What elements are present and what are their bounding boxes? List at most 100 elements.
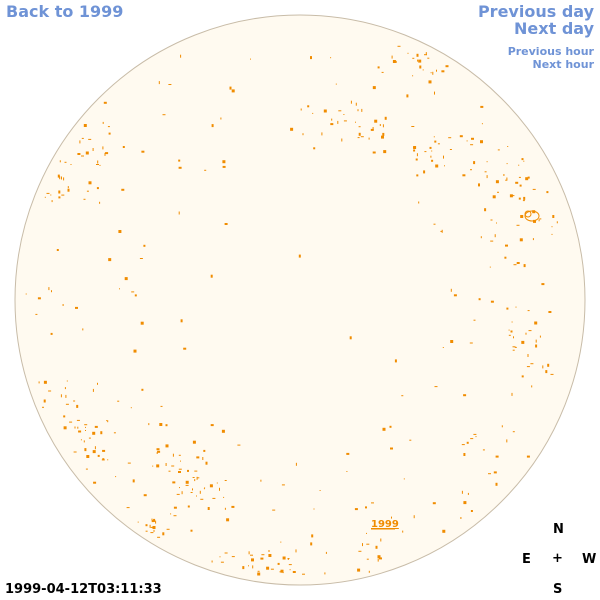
- feature-mark: [321, 132, 323, 136]
- feature-mark: [379, 557, 382, 560]
- feature-mark: [497, 149, 500, 151]
- feature-mark: [137, 521, 139, 523]
- feature-mark: [178, 471, 181, 473]
- feature-mark: [486, 161, 488, 163]
- feature-mark: [413, 515, 415, 519]
- feature-mark: [199, 490, 201, 494]
- feature-mark: [361, 108, 363, 112]
- feature-mark: [170, 513, 172, 515]
- feature-mark: [131, 291, 135, 293]
- feature-mark: [377, 558, 379, 562]
- feature-mark: [513, 264, 517, 266]
- feature-mark: [145, 524, 148, 527]
- previous-day-link[interactable]: Previous day: [477, 2, 594, 21]
- feature-mark: [46, 192, 50, 194]
- feature-mark: [60, 394, 62, 398]
- feature-mark: [156, 448, 160, 451]
- feature-mark: [302, 573, 305, 575]
- feature-mark: [75, 306, 78, 309]
- feature-layer: [25, 45, 558, 576]
- feature-mark: [409, 439, 412, 441]
- feature-mark: [290, 127, 294, 131]
- feature-mark: [212, 497, 216, 499]
- feature-mark: [531, 385, 533, 388]
- feature-mark: [357, 109, 359, 112]
- previous-hour-link[interactable]: Previous hour: [507, 45, 594, 58]
- feature-mark: [534, 321, 538, 325]
- feature-mark: [168, 470, 171, 472]
- feature-mark: [298, 254, 301, 258]
- year-label-link[interactable]: 1999: [371, 519, 399, 530]
- feature-mark: [433, 223, 436, 225]
- feature-contour: [524, 210, 532, 218]
- feature-mark: [248, 551, 250, 555]
- feature-mark: [350, 100, 352, 104]
- feature-mark: [460, 517, 462, 519]
- next-day-link[interactable]: Next day: [514, 19, 594, 38]
- feature-mark: [325, 551, 327, 554]
- feature-mark: [375, 545, 378, 549]
- feature-mark: [481, 123, 483, 125]
- feature-mark: [102, 449, 106, 452]
- feature-mark: [527, 176, 530, 179]
- feature-mark: [383, 150, 387, 154]
- feature-mark: [548, 311, 552, 313]
- feature-mark: [518, 164, 520, 166]
- next-hour-link[interactable]: Next hour: [532, 58, 595, 71]
- feature-mark: [237, 444, 241, 446]
- feature-contour: [524, 210, 540, 222]
- feature-mark: [178, 211, 180, 215]
- feature-mark: [172, 481, 176, 484]
- feature-mark: [222, 165, 226, 168]
- feature-mark: [525, 332, 527, 335]
- feature-mark: [172, 453, 174, 457]
- feature-mark: [38, 381, 40, 384]
- feature-mark: [412, 75, 414, 77]
- feature-mark: [35, 313, 38, 315]
- feature-mark: [523, 196, 526, 200]
- feature-mark: [207, 507, 210, 510]
- feature-mark: [424, 54, 427, 56]
- feature-mark: [145, 530, 148, 532]
- feature-mark: [532, 188, 536, 190]
- feature-mark: [546, 191, 549, 194]
- feature-mark: [97, 382, 98, 385]
- feature-mark: [512, 349, 515, 351]
- feature-mark: [349, 336, 352, 340]
- feature-mark: [51, 200, 53, 203]
- feature-mark: [73, 400, 76, 402]
- feature-mark: [418, 201, 420, 204]
- feature-mark: [551, 233, 553, 235]
- feature-mark: [448, 137, 452, 139]
- feature-mark: [63, 426, 67, 430]
- feature-mark: [197, 477, 200, 479]
- feature-mark: [310, 56, 312, 60]
- feature-mark: [443, 155, 444, 159]
- feature-mark: [196, 495, 197, 497]
- feature-mark: [143, 494, 147, 497]
- feature-mark: [204, 169, 207, 171]
- feature-mark: [94, 425, 98, 428]
- feature-mark: [552, 215, 555, 218]
- compass-center: +: [552, 551, 563, 566]
- feature-mark: [119, 288, 120, 290]
- feature-mark: [61, 176, 62, 180]
- feature-mark: [506, 307, 509, 310]
- feature-mark: [168, 84, 172, 85]
- feature-mark: [450, 288, 452, 292]
- feature-mark: [442, 529, 446, 533]
- back-to-year-link[interactable]: Back to 1999: [6, 2, 124, 21]
- feature-mark: [107, 126, 110, 128]
- feature-mark: [358, 132, 361, 136]
- feature-mark: [480, 236, 482, 239]
- feature-mark: [224, 552, 228, 554]
- feature-mark: [194, 470, 198, 472]
- feature-mark: [492, 195, 496, 199]
- feature-mark: [313, 508, 315, 510]
- feature-mark: [545, 370, 548, 374]
- feature-mark: [413, 149, 416, 152]
- feature-mark: [117, 400, 120, 402]
- feature-mark: [434, 91, 435, 95]
- feature-mark: [330, 123, 334, 126]
- feature-mark: [248, 565, 249, 567]
